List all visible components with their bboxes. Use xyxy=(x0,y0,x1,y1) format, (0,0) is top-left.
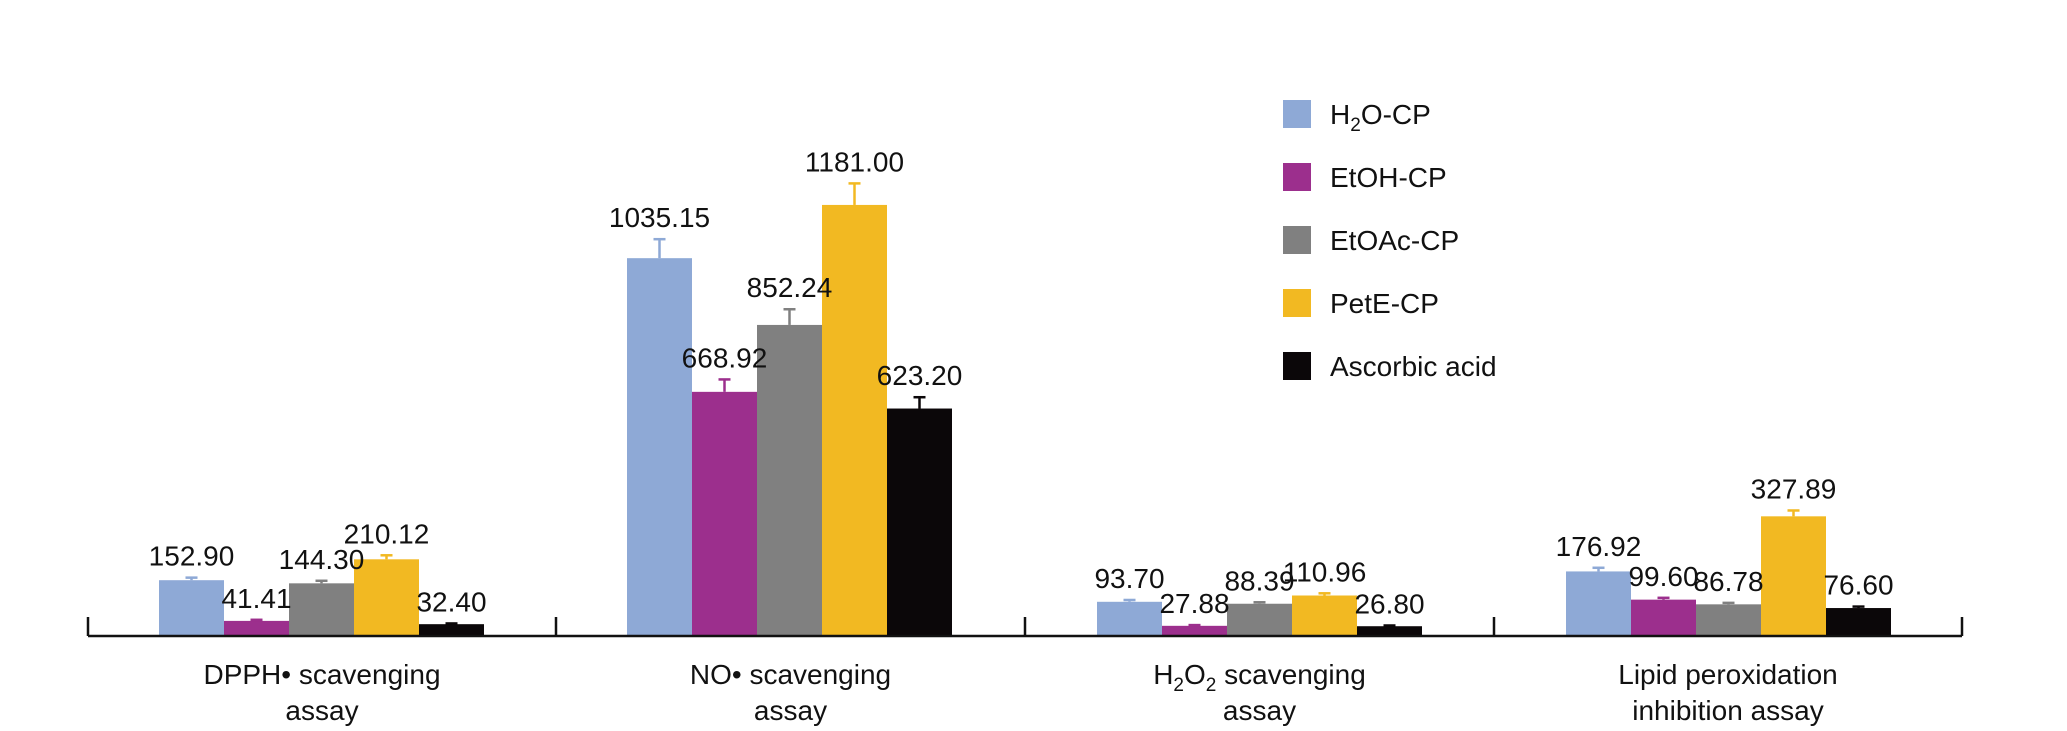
data-label: 152.90 xyxy=(149,541,235,572)
error-bar xyxy=(1318,592,1331,596)
legend: H2O-CP EtOH-CP EtOAc-CP PetE-CP Ascorbic aci… xyxy=(1283,99,1497,382)
data-label: 76.60 xyxy=(1823,570,1893,601)
legend-item: PetE-CP xyxy=(1283,288,1439,319)
bar xyxy=(419,624,484,636)
error-bar xyxy=(783,307,796,325)
bar xyxy=(627,258,692,636)
bar xyxy=(354,559,419,636)
error-bar xyxy=(445,622,458,625)
legend-label: EtOAc-CP xyxy=(1330,225,1459,256)
bar xyxy=(692,391,757,636)
error-bar xyxy=(1722,601,1735,605)
data-label: 327.89 xyxy=(1751,473,1837,504)
error-bar xyxy=(653,237,666,259)
error-bar xyxy=(250,618,263,622)
data-label: 1035.15 xyxy=(609,202,710,233)
bar xyxy=(1566,571,1631,636)
svg-text:NO• scavenging: NO• scavenging xyxy=(690,659,891,690)
bar xyxy=(1826,608,1891,636)
bar xyxy=(757,324,822,636)
error-bar xyxy=(1253,601,1266,604)
bar xyxy=(1761,516,1826,636)
data-label: 1181.00 xyxy=(805,146,904,177)
bar xyxy=(887,408,952,636)
error-bar xyxy=(913,395,926,409)
bar xyxy=(822,204,887,636)
data-label: 41.41 xyxy=(221,583,291,614)
legend-label: EtOH-CP xyxy=(1330,162,1447,193)
bar xyxy=(1696,604,1761,636)
value-labels-layer: 152.90 1035.15 93.70 176.92 41.41 668.92 27.88… xyxy=(149,146,1894,619)
bar xyxy=(224,620,289,636)
error-bar xyxy=(1787,509,1800,517)
legend-swatch xyxy=(1283,100,1311,128)
data-label: 26.80 xyxy=(1354,588,1424,619)
data-label: 32.40 xyxy=(416,586,486,617)
legend-swatch xyxy=(1283,226,1311,254)
data-label: 27.88 xyxy=(1159,588,1229,619)
legend-item: H2O-CP xyxy=(1283,99,1431,136)
error-bar xyxy=(1383,624,1396,627)
svg-text:Lipid peroxidation: Lipid peroxidation xyxy=(1618,659,1838,690)
data-label: 210.12 xyxy=(344,518,430,549)
error-bar xyxy=(718,378,731,392)
x-axis: DPPH• scavenging assay NO• scavenging assay… xyxy=(86,617,1964,726)
svg-text:assay: assay xyxy=(285,695,358,726)
x-tick-label: Lipid peroxidation inhibition assay xyxy=(1618,659,1838,726)
data-label: 852.24 xyxy=(747,272,833,303)
x-tick-label: DPPH• scavenging assay xyxy=(203,659,440,726)
svg-text:H2O2 scavenging: H2O2 scavenging xyxy=(1153,659,1366,696)
data-label: 144.30 xyxy=(279,544,365,575)
data-label: 99.60 xyxy=(1628,561,1698,592)
error-bar xyxy=(1123,598,1136,602)
error-bar xyxy=(1657,596,1670,600)
legend-swatch xyxy=(1283,163,1311,191)
bar xyxy=(1357,626,1422,636)
error-bar xyxy=(315,579,328,584)
bar xyxy=(1097,601,1162,636)
legend-label: Ascorbic acid xyxy=(1330,351,1497,382)
data-label: 623.20 xyxy=(877,360,963,391)
data-label: 176.92 xyxy=(1556,531,1642,562)
error-bar xyxy=(1592,566,1605,572)
x-tick-label: NO• scavenging assay xyxy=(690,659,891,726)
svg-text:DPPH• scavenging: DPPH• scavenging xyxy=(203,659,440,690)
data-label: 88.39 xyxy=(1224,565,1294,596)
svg-text:assay: assay xyxy=(754,695,827,726)
bar xyxy=(159,580,224,636)
bar xyxy=(1162,625,1227,636)
bars-layer xyxy=(159,182,1891,636)
data-label: 86.78 xyxy=(1693,566,1763,597)
data-label: 110.96 xyxy=(1283,556,1367,587)
legend-label: PetE-CP xyxy=(1330,288,1439,319)
legend-label: H2O-CP xyxy=(1330,99,1431,136)
error-bar xyxy=(185,576,198,581)
legend-swatch xyxy=(1283,352,1311,380)
svg-text:inhibition assay: inhibition assay xyxy=(1632,695,1823,726)
error-bar xyxy=(1852,605,1865,609)
bar xyxy=(289,583,354,636)
bar xyxy=(1227,603,1292,636)
bar xyxy=(1292,595,1357,636)
error-bar xyxy=(1188,623,1201,627)
legend-swatch xyxy=(1283,289,1311,317)
legend-item: EtOAc-CP xyxy=(1283,225,1459,256)
data-label: 668.92 xyxy=(682,342,768,373)
error-bar xyxy=(848,182,861,205)
data-label: 93.70 xyxy=(1094,563,1164,594)
legend-item: Ascorbic acid xyxy=(1283,351,1497,382)
error-bar xyxy=(380,554,393,560)
bar xyxy=(1631,599,1696,636)
svg-text:assay: assay xyxy=(1223,695,1296,726)
legend-item: EtOH-CP xyxy=(1283,162,1447,193)
